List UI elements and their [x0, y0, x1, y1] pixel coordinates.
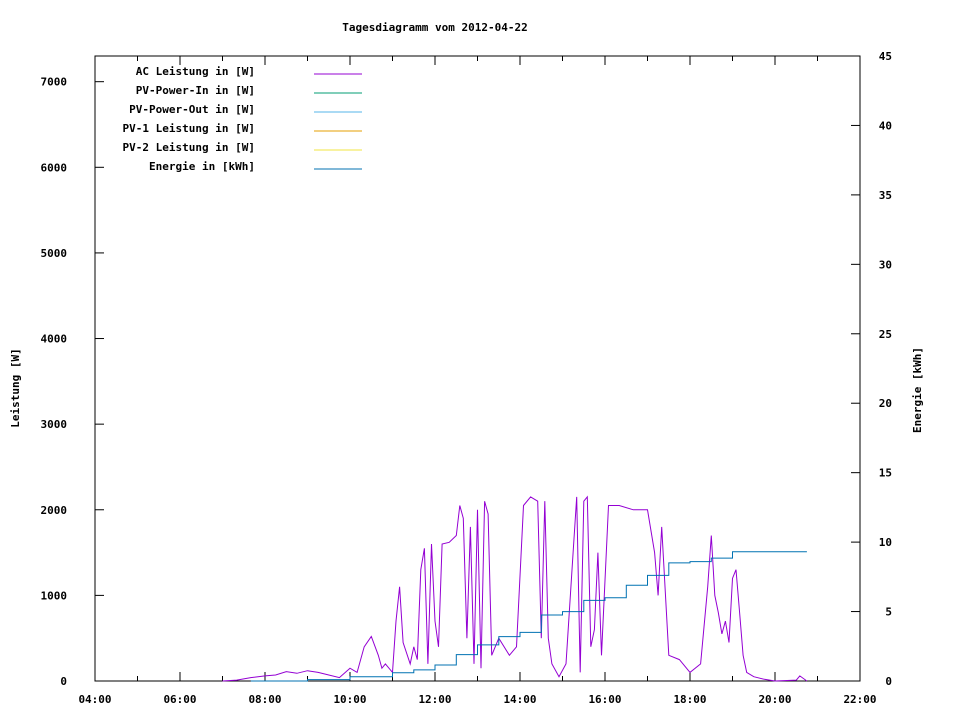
y2-axis-label: Energie [kWh]: [911, 347, 924, 433]
x-tick-label: 06:00: [163, 693, 196, 706]
y2-tick-label: 40: [879, 119, 892, 132]
y2-tick-label: 5: [885, 606, 892, 619]
y-tick-label: 6000: [41, 161, 68, 174]
y2-tick-label: 45: [879, 50, 892, 63]
x-tick-label: 20:00: [758, 693, 791, 706]
legend-label: AC Leistung in [W]: [136, 65, 255, 78]
y-tick-label: 3000: [41, 418, 68, 431]
x-tick-label: 14:00: [503, 693, 536, 706]
x-tick-label: 04:00: [78, 693, 111, 706]
ac-leistung-series-line: [222, 495, 808, 682]
y2-tick-label: 10: [879, 536, 892, 549]
y-tick-label: 5000: [41, 247, 68, 260]
x-tick-label: 12:00: [418, 693, 451, 706]
legend-label: PV-Power-Out in [W]: [129, 103, 255, 116]
chart-title: Tagesdiagramm vom 2012-04-22: [342, 21, 527, 34]
y2-tick-label: 35: [879, 189, 892, 202]
x-tick-label: 10:00: [333, 693, 366, 706]
x-tick-label: 22:00: [843, 693, 876, 706]
y-tick-label: 0: [60, 675, 67, 688]
y2-tick-label: 30: [879, 258, 892, 271]
x-tick-label: 18:00: [673, 693, 706, 706]
legend-label: PV-1 Leistung in [W]: [123, 122, 255, 135]
legend-label: PV-Power-In in [W]: [136, 84, 255, 97]
energie-series-line: [250, 551, 807, 682]
y2-tick-label: 25: [879, 328, 892, 341]
y-tick-label: 1000: [41, 589, 68, 602]
y-tick-label: 2000: [41, 504, 68, 517]
y2-tick-label: 0: [885, 675, 892, 688]
y-axis-label: Leistung [W]: [9, 348, 22, 427]
y2-tick-label: 20: [879, 397, 892, 410]
legend-label: PV-2 Leistung in [W]: [123, 141, 255, 154]
legend-label: Energie in [kWh]: [149, 160, 255, 173]
x-tick-label: 08:00: [248, 693, 281, 706]
y-tick-label: 7000: [41, 76, 68, 89]
y-tick-label: 4000: [41, 333, 68, 346]
y2-tick-label: 15: [879, 467, 892, 480]
x-tick-label: 16:00: [588, 693, 621, 706]
